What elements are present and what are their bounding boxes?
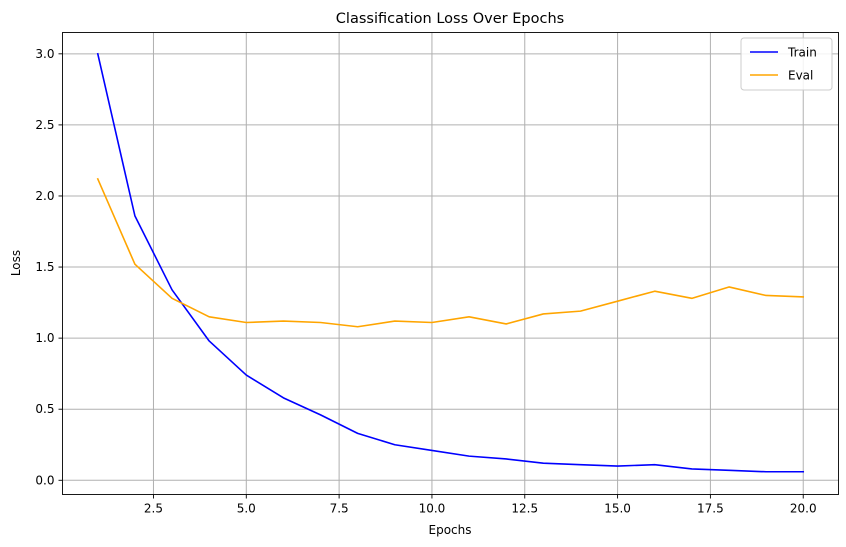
y-tick-label: 1.0 — [35, 331, 54, 345]
y-tick-label: 0.5 — [35, 402, 54, 416]
y-tick-label: 1.5 — [35, 260, 54, 274]
y-axis-label: Loss — [9, 250, 23, 276]
x-tick-label: 12.5 — [511, 502, 538, 516]
legend-label-eval: Eval — [788, 69, 813, 83]
x-axis-ticks: 2.5 5.0 7.5 10.0 12.5 15.0 17.5 20.0 — [144, 494, 817, 516]
x-tick-label: 5.0 — [237, 502, 256, 516]
legend: Train Eval — [740, 37, 833, 91]
x-axis-label: Epochs — [429, 523, 472, 537]
x-tick-label: 15.0 — [604, 502, 631, 516]
y-tick-label: 0.0 — [35, 473, 54, 487]
legend-label-train: Train — [787, 46, 817, 60]
y-tick-label: 2.0 — [35, 189, 54, 203]
series-line-eval — [96, 177, 805, 328]
y-tick-label: 3.0 — [35, 47, 54, 61]
x-tick-label: 20.0 — [790, 502, 817, 516]
x-tick-label: 2.5 — [144, 502, 163, 516]
plot-frame — [62, 32, 839, 495]
x-tick-label: 10.0 — [419, 502, 446, 516]
y-tick-label: 2.5 — [35, 118, 54, 132]
x-tick-label: 7.5 — [330, 502, 349, 516]
series-lines — [96, 52, 805, 473]
y-axis-ticks: 0.0 0.5 1.0 1.5 2.0 2.5 3.0 — [35, 47, 63, 487]
series-line-train — [96, 52, 805, 473]
legend-box — [740, 37, 833, 91]
grid-lines — [62, 32, 839, 495]
chart-title: Classification Loss Over Epochs — [336, 11, 564, 27]
x-tick-label: 17.5 — [697, 502, 724, 516]
